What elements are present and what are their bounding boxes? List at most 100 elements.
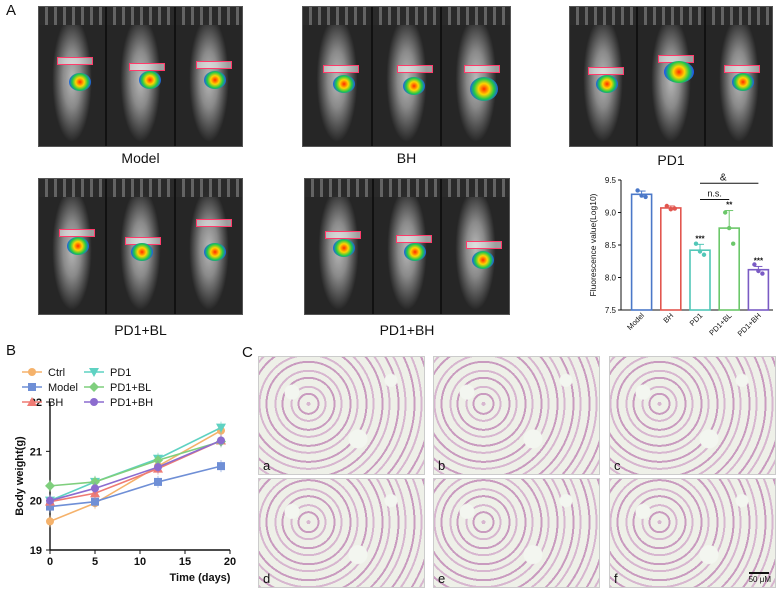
x-tick-label: 0 xyxy=(47,556,53,568)
series-line xyxy=(49,465,222,508)
mouse-image xyxy=(39,7,106,146)
category-label: Model xyxy=(625,311,646,332)
mouse-image xyxy=(39,179,106,314)
histology-image-d: d xyxy=(258,478,425,588)
mouse-image xyxy=(373,179,441,314)
y-tick-label: 20 xyxy=(30,496,42,508)
panel-letter-c: C xyxy=(242,344,253,361)
mouse-image xyxy=(305,179,372,314)
group-label-pd1-bl: PD1+BL xyxy=(114,322,167,338)
legend-label: PD1+BL xyxy=(110,382,151,394)
mouse-image xyxy=(303,7,371,146)
histology-image-b: b xyxy=(433,356,600,475)
mouse-image xyxy=(107,179,174,314)
y-tick-label: 8.0 xyxy=(605,274,617,283)
category-label: BH xyxy=(661,311,675,325)
y-tick-label: 19 xyxy=(30,545,42,557)
data-point xyxy=(46,496,54,505)
y-tick-label: 21 xyxy=(30,446,42,458)
data-point xyxy=(668,207,673,212)
group-label-bh: BH xyxy=(396,150,417,166)
data-point xyxy=(727,225,732,231)
bar xyxy=(747,268,770,311)
data-point xyxy=(643,194,648,200)
comparison-label-ns: n.s. xyxy=(707,189,722,199)
legend-label: PD1+BH xyxy=(110,397,153,409)
histology-label-d: d xyxy=(263,571,271,586)
data-point xyxy=(731,241,736,246)
mouse-image xyxy=(107,7,174,146)
series-line xyxy=(49,429,222,523)
data-point xyxy=(153,455,163,466)
data-point xyxy=(723,210,728,215)
legend-label: Model xyxy=(48,382,78,394)
y-tick-label: 9.0 xyxy=(605,209,617,218)
mouse-image xyxy=(442,7,511,146)
y-axis-label: Body weight(g) xyxy=(14,436,26,516)
y-tick-label: 9.5 xyxy=(605,176,617,185)
legend-marker xyxy=(89,382,99,392)
group-label-pd1-bh: PD1+BH xyxy=(379,322,435,338)
significance-marker: ** xyxy=(726,201,733,210)
data-point xyxy=(697,249,703,254)
data-point xyxy=(664,203,669,209)
data-point xyxy=(91,497,99,506)
mouse-image xyxy=(372,7,441,146)
histology-label-c: c xyxy=(614,458,621,473)
data-point xyxy=(639,193,644,198)
panel-letter-a: A xyxy=(6,2,17,19)
legend-marker xyxy=(89,368,99,377)
bar xyxy=(718,227,740,311)
legend-label: Ctrl xyxy=(48,367,65,379)
data-point xyxy=(154,463,162,472)
data-point xyxy=(635,188,640,193)
data-point xyxy=(90,476,100,487)
category-label: PD1+BL xyxy=(707,311,733,337)
data-point xyxy=(216,423,226,433)
y-tick-label: 8.5 xyxy=(605,241,617,250)
imaging-photo-pd1-bl xyxy=(38,178,243,315)
bar xyxy=(689,249,711,311)
x-tick-label: 15 xyxy=(179,556,191,568)
mouse-image xyxy=(706,7,772,146)
mouse-image xyxy=(442,179,510,314)
mouse-image xyxy=(175,7,242,146)
histology-image-a: a xyxy=(258,356,425,475)
legend-label: PD1 xyxy=(110,367,131,379)
data-point xyxy=(760,271,765,276)
x-tick-label: 10 xyxy=(134,556,146,568)
imaging-photo-pd1-bh xyxy=(304,178,510,315)
histology-image-f: f 50 μM xyxy=(609,478,776,588)
legend-marker xyxy=(28,368,36,376)
panel-letter-b: B xyxy=(6,342,17,359)
data-point xyxy=(752,262,757,267)
category-label: PD1 xyxy=(688,311,705,328)
histology-image-c: c xyxy=(609,356,776,475)
x-tick-label: 5 xyxy=(92,556,98,568)
category-label: PD1+BH xyxy=(736,311,763,338)
histology-label-a: a xyxy=(263,458,271,473)
histology-image-e: e xyxy=(433,478,600,588)
y-axis-label: Fluorescence value(Log10) xyxy=(588,193,598,296)
histology-label-f: f xyxy=(614,571,618,586)
mouse-image xyxy=(570,7,636,146)
legend-label: BH xyxy=(48,397,63,409)
scale-bar-label: 50 μM xyxy=(748,575,771,584)
data-point xyxy=(217,462,225,471)
data-point xyxy=(46,517,54,526)
mouse-image xyxy=(638,7,704,146)
series-line xyxy=(49,439,222,502)
histology-label-e: e xyxy=(438,571,446,586)
imaging-photo-bh xyxy=(302,6,511,147)
legend-marker xyxy=(90,398,98,406)
bar xyxy=(660,207,682,311)
series-line xyxy=(49,440,222,487)
data-point xyxy=(91,484,99,493)
group-label-pd1: PD1 xyxy=(657,152,685,168)
scale-bar xyxy=(749,572,769,574)
comparison-label-amp: & xyxy=(720,172,727,183)
data-point xyxy=(154,477,162,486)
legend-marker xyxy=(27,397,37,406)
group-label-model: Model xyxy=(121,150,160,166)
data-point xyxy=(672,206,677,211)
